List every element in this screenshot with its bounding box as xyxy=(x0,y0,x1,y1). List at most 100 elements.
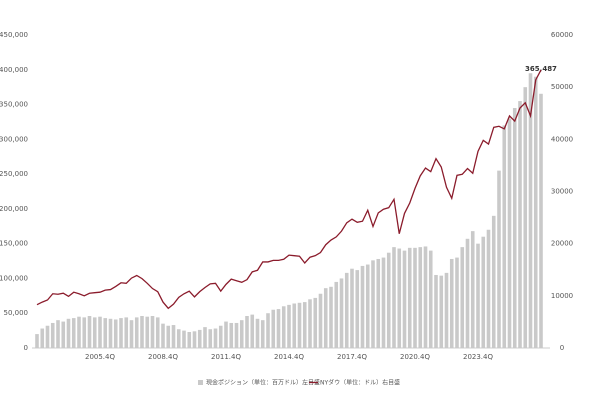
y-tick-label: 450,000 xyxy=(0,31,28,39)
bar xyxy=(355,270,360,348)
bar xyxy=(334,281,339,348)
bar xyxy=(266,313,270,348)
bar xyxy=(344,272,349,348)
y2-tick-label: 20000 xyxy=(551,240,573,248)
bar xyxy=(308,299,312,348)
x-tick-label: 2014.4Q xyxy=(274,353,304,361)
bar xyxy=(444,272,449,348)
bar xyxy=(481,236,486,348)
bar xyxy=(161,323,165,348)
bar xyxy=(82,317,87,348)
bar xyxy=(455,257,459,348)
bar xyxy=(213,328,218,348)
value-label: 365,487 xyxy=(525,65,557,73)
bar xyxy=(302,302,307,348)
bar xyxy=(318,293,323,348)
bar xyxy=(98,316,102,348)
bar xyxy=(187,332,192,348)
bar xyxy=(460,247,465,348)
bar xyxy=(35,334,39,348)
bar xyxy=(145,316,150,348)
y2-tick-label: 0 xyxy=(560,344,564,352)
bar xyxy=(413,247,417,348)
bar xyxy=(271,309,276,348)
bar xyxy=(113,319,118,348)
y2-tick-label: 40000 xyxy=(551,135,573,143)
bar xyxy=(245,316,249,348)
bar xyxy=(297,302,302,348)
y2-tick-label: 60000 xyxy=(551,31,573,39)
bar xyxy=(350,268,354,348)
bar xyxy=(61,321,66,348)
x-tick-label: 2008.4Q xyxy=(148,353,178,361)
x-tick-label: 2017.4Q xyxy=(337,353,367,361)
bar xyxy=(40,328,45,348)
bar xyxy=(140,316,144,348)
bar xyxy=(523,87,528,349)
bar xyxy=(407,247,412,348)
legend: 現金ポジション（単位：百万ドル）左目盛 NYダウ（単位：ドル）右目盛 xyxy=(198,379,400,387)
bar xyxy=(491,215,496,348)
bar xyxy=(66,318,71,348)
x-tick-label: 2005.4Q xyxy=(85,353,115,361)
bar xyxy=(539,93,543,349)
bar xyxy=(192,331,197,348)
bar xyxy=(323,288,328,348)
bar xyxy=(45,325,50,348)
bar xyxy=(166,325,171,348)
bar xyxy=(224,321,228,348)
bar xyxy=(197,329,202,348)
bar xyxy=(497,170,501,348)
bar xyxy=(518,101,522,348)
bar xyxy=(418,247,423,348)
bar xyxy=(381,257,386,348)
y-tick-label: 0 xyxy=(24,344,28,352)
bar xyxy=(281,306,286,348)
bar xyxy=(512,108,517,349)
bar xyxy=(465,238,470,348)
y-tick-label: 50,000 xyxy=(4,309,29,317)
bar xyxy=(56,320,60,348)
bar xyxy=(434,274,438,348)
bar xyxy=(397,248,402,348)
line xyxy=(36,69,542,310)
bar xyxy=(218,325,223,348)
bar xyxy=(392,247,396,348)
legend-label: 現金ポジション（単位：百万ドル）左目盛 xyxy=(206,379,320,387)
y-tick-label: 350,000 xyxy=(0,101,28,109)
bar xyxy=(77,316,81,348)
bar xyxy=(360,265,365,348)
bar xyxy=(313,297,318,348)
bar xyxy=(182,330,186,348)
legend-label: NYダウ（単位：ドル）右目盛 xyxy=(320,379,400,387)
bar xyxy=(276,309,281,348)
bar xyxy=(71,318,76,348)
bar xyxy=(402,250,407,348)
y-tick-label: 400,000 xyxy=(0,66,28,74)
bar xyxy=(176,329,181,348)
bar xyxy=(449,258,454,348)
bar xyxy=(103,318,108,348)
bar xyxy=(528,73,533,348)
bar xyxy=(171,325,176,348)
bar xyxy=(292,303,297,348)
bar xyxy=(250,314,255,348)
y2-tick-label: 10000 xyxy=(551,292,573,300)
bar xyxy=(203,327,207,348)
bar xyxy=(229,322,234,348)
legend-swatch xyxy=(198,380,203,385)
bar xyxy=(87,316,92,348)
bar xyxy=(134,317,139,348)
y2-tick-label: 50000 xyxy=(551,83,573,91)
bar xyxy=(486,229,491,348)
bar xyxy=(439,275,444,348)
y-tick-label: 250,000 xyxy=(0,170,28,178)
y-tick-label: 300,000 xyxy=(0,135,28,143)
y-tick-label: 100,000 xyxy=(0,274,28,282)
bar xyxy=(50,322,55,348)
bar xyxy=(428,250,433,348)
bar xyxy=(386,252,391,348)
bar xyxy=(108,318,113,348)
bar xyxy=(119,318,123,348)
